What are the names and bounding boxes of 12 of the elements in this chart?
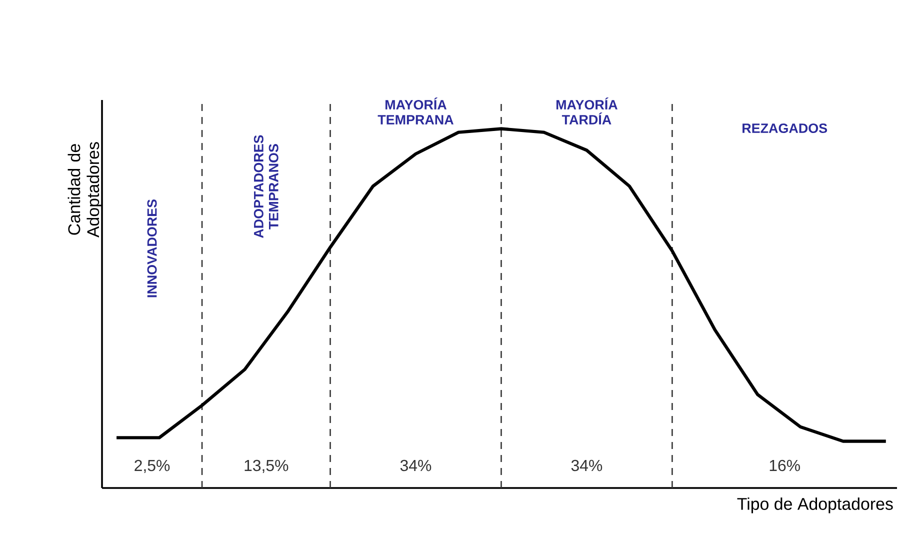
y-axis-title: Cantidad de Adoptadores: [68, 142, 102, 238]
annotation: 34%: [400, 460, 432, 472]
annotation: 16%: [770, 460, 800, 472]
annotation: 34%: [571, 460, 602, 472]
annotation: 2,5%: [134, 460, 170, 474]
annotation: INNOVADORES: [147, 199, 157, 298]
annotation: REZAGADOS: [742, 124, 828, 134]
annotation: 13,5%: [244, 460, 288, 474]
x-axis-title: Tipo de Adoptadores: [737, 498, 893, 514]
text: MAYORÍA TEMPRANA: [378, 98, 454, 124]
annotation: ADOPTADORES TEMPRANOS: [254, 135, 278, 238]
text: MAYORÍA TARDÍA: [556, 98, 618, 124]
